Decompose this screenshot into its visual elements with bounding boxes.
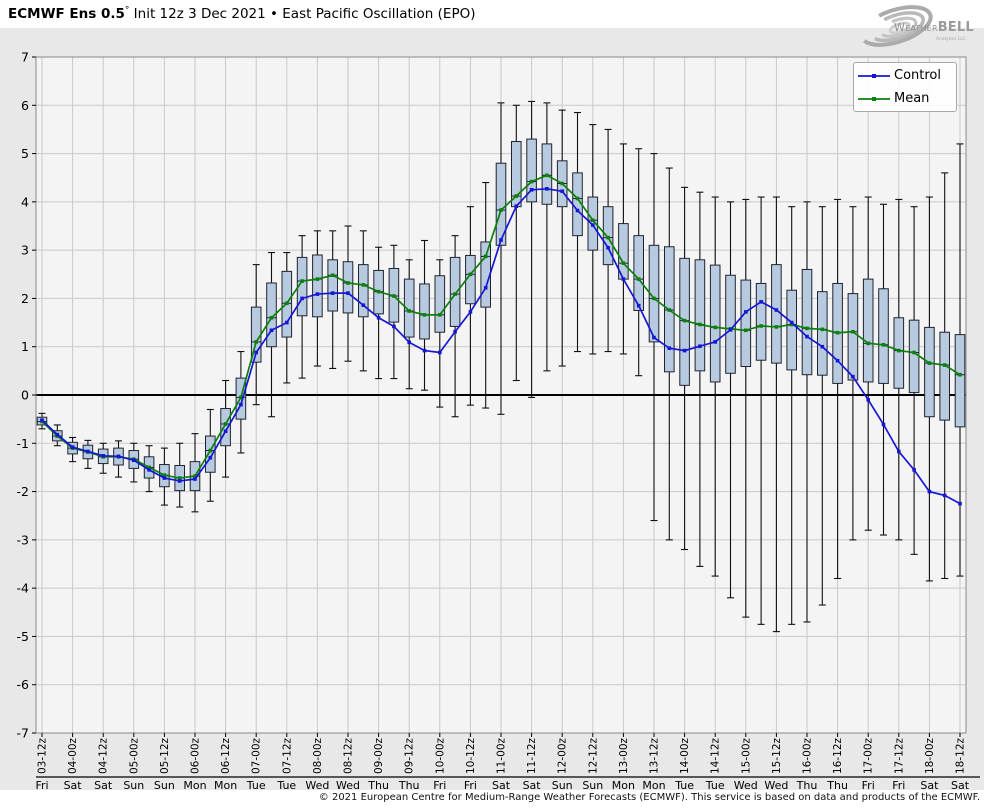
svg-text:05-12z: 05-12z: [159, 737, 171, 774]
svg-text:Sun: Sun: [552, 779, 573, 792]
svg-text:2: 2: [21, 291, 29, 306]
svg-text:11-12z: 11-12z: [526, 737, 538, 774]
svg-text:16-12z: 16-12z: [832, 737, 844, 774]
control-line-swatch-icon: [854, 72, 894, 80]
svg-text:Sun: Sun: [123, 779, 144, 792]
chart-title: ECMWF Ens 0.5° Init 12z 3 Dec 2021 • Eas…: [8, 6, 475, 22]
svg-text:03-12z: 03-12z: [37, 737, 49, 774]
chart-legend: Control Mean: [853, 62, 957, 112]
weatherbell-logo: WeatherBELL Analytics LLC: [859, 5, 974, 47]
svg-text:-4: -4: [17, 581, 30, 596]
svg-text:14-12z: 14-12z: [710, 737, 722, 774]
svg-text:0: 0: [21, 388, 29, 403]
y-axis: 7 6 5 4 3 2 1 0 -1 -2 -3 -4 -5 -6 -7: [17, 50, 36, 741]
svg-text:Wed: Wed: [734, 779, 758, 792]
svg-text:Fri: Fri: [464, 779, 477, 792]
svg-text:08-12z: 08-12z: [343, 737, 355, 774]
logo-subtext: Analytics LLC: [936, 36, 966, 42]
svg-text:15-00z: 15-00z: [740, 737, 752, 774]
svg-text:15-12z: 15-12z: [771, 737, 783, 774]
svg-text:3: 3: [21, 243, 29, 258]
svg-text:Wed: Wed: [305, 779, 329, 792]
x-axis: 03-12z Fri 04-00z Sat 04-12z Sat 05-00z Sun 05-1…: [35, 733, 970, 792]
svg-text:14-00z: 14-00z: [679, 737, 691, 774]
svg-text:Mon: Mon: [642, 779, 665, 792]
svg-text:Sun: Sun: [582, 779, 603, 792]
svg-text:07-12z: 07-12z: [281, 737, 293, 774]
svg-text:1: 1: [21, 339, 29, 354]
svg-text:-5: -5: [17, 629, 29, 644]
svg-text:06-00z: 06-00z: [190, 737, 202, 774]
svg-text:4: 4: [21, 194, 29, 209]
svg-text:Sat: Sat: [94, 779, 113, 792]
chart-title-rest: Init 12z 3 Dec 2021 • East Pacific Oscil…: [129, 6, 476, 22]
mean-line: [40, 173, 962, 480]
svg-text:11-00z: 11-00z: [496, 737, 508, 774]
svg-text:Sun: Sun: [154, 779, 175, 792]
svg-text:Thu: Thu: [796, 779, 818, 792]
svg-text:Mon: Mon: [214, 779, 237, 792]
svg-text:17-12z: 17-12z: [893, 737, 905, 774]
svg-text:08-00z: 08-00z: [312, 737, 324, 774]
legend-item-mean: Mean: [854, 89, 956, 109]
svg-text:12-00z: 12-00z: [557, 737, 569, 774]
svg-text:Thu: Thu: [398, 779, 420, 792]
svg-text:Thu: Thu: [826, 779, 848, 792]
copyright-text: © 2021 European Centre for Medium-Range …: [318, 792, 980, 803]
svg-text:-7: -7: [17, 726, 29, 741]
svg-text:Fri: Fri: [862, 779, 875, 792]
svg-text:09-00z: 09-00z: [373, 737, 385, 774]
svg-text:Fri: Fri: [892, 779, 905, 792]
svg-text:Sat: Sat: [951, 779, 970, 792]
svg-text:Mon: Mon: [183, 779, 206, 792]
svg-text:07-00z: 07-00z: [251, 737, 263, 774]
svg-text:Sat: Sat: [64, 779, 83, 792]
svg-text:04-12z: 04-12z: [98, 737, 110, 774]
svg-text:10-12z: 10-12z: [465, 737, 477, 774]
legend-label-mean: Mean: [894, 91, 930, 106]
svg-text:Sat: Sat: [920, 779, 939, 792]
legend-item-control: Control: [854, 66, 956, 86]
svg-text:13-12z: 13-12z: [649, 737, 661, 774]
svg-text:16-00z: 16-00z: [802, 737, 814, 774]
svg-text:Sat: Sat: [492, 779, 511, 792]
svg-text:-2: -2: [17, 484, 29, 499]
svg-text:Tue: Tue: [276, 779, 296, 792]
logo-swirl-icon: [859, 5, 933, 47]
mean-line-swatch-icon: [854, 95, 894, 103]
svg-text:09-12z: 09-12z: [404, 737, 416, 774]
legend-label-control: Control: [894, 68, 941, 83]
svg-text:10-00z: 10-00z: [434, 737, 446, 774]
svg-text:Tue: Tue: [246, 779, 266, 792]
svg-text:12-12z: 12-12z: [587, 737, 599, 774]
svg-text:-3: -3: [17, 532, 29, 547]
svg-text:18-00z: 18-00z: [924, 737, 936, 774]
svg-text:Thu: Thu: [367, 779, 389, 792]
svg-text:-1: -1: [17, 436, 29, 451]
svg-text:13-00z: 13-00z: [618, 737, 630, 774]
svg-text:Tue: Tue: [705, 779, 725, 792]
svg-text:Sat: Sat: [523, 779, 542, 792]
logo-text: WeatherBELL: [894, 20, 974, 35]
svg-text:Mon: Mon: [612, 779, 635, 792]
svg-text:Fri: Fri: [35, 779, 48, 792]
svg-text:18-12z: 18-12z: [955, 737, 967, 774]
svg-text:04-00z: 04-00z: [67, 737, 79, 774]
svg-text:Wed: Wed: [764, 779, 788, 792]
svg-text:05-00z: 05-00z: [128, 737, 140, 774]
svg-text:5: 5: [21, 146, 29, 161]
svg-text:Tue: Tue: [674, 779, 694, 792]
chart-title-model: ECMWF Ens 0.5: [8, 6, 125, 22]
svg-text:Wed: Wed: [336, 779, 360, 792]
degree-symbol: °: [124, 5, 130, 16]
control-line: [40, 187, 962, 506]
svg-text:6: 6: [21, 98, 29, 113]
svg-text:17-00z: 17-00z: [863, 737, 875, 774]
svg-text:Fri: Fri: [433, 779, 446, 792]
svg-text:-6: -6: [17, 677, 30, 692]
svg-text:7: 7: [21, 50, 29, 65]
svg-text:06-12z: 06-12z: [220, 737, 232, 774]
